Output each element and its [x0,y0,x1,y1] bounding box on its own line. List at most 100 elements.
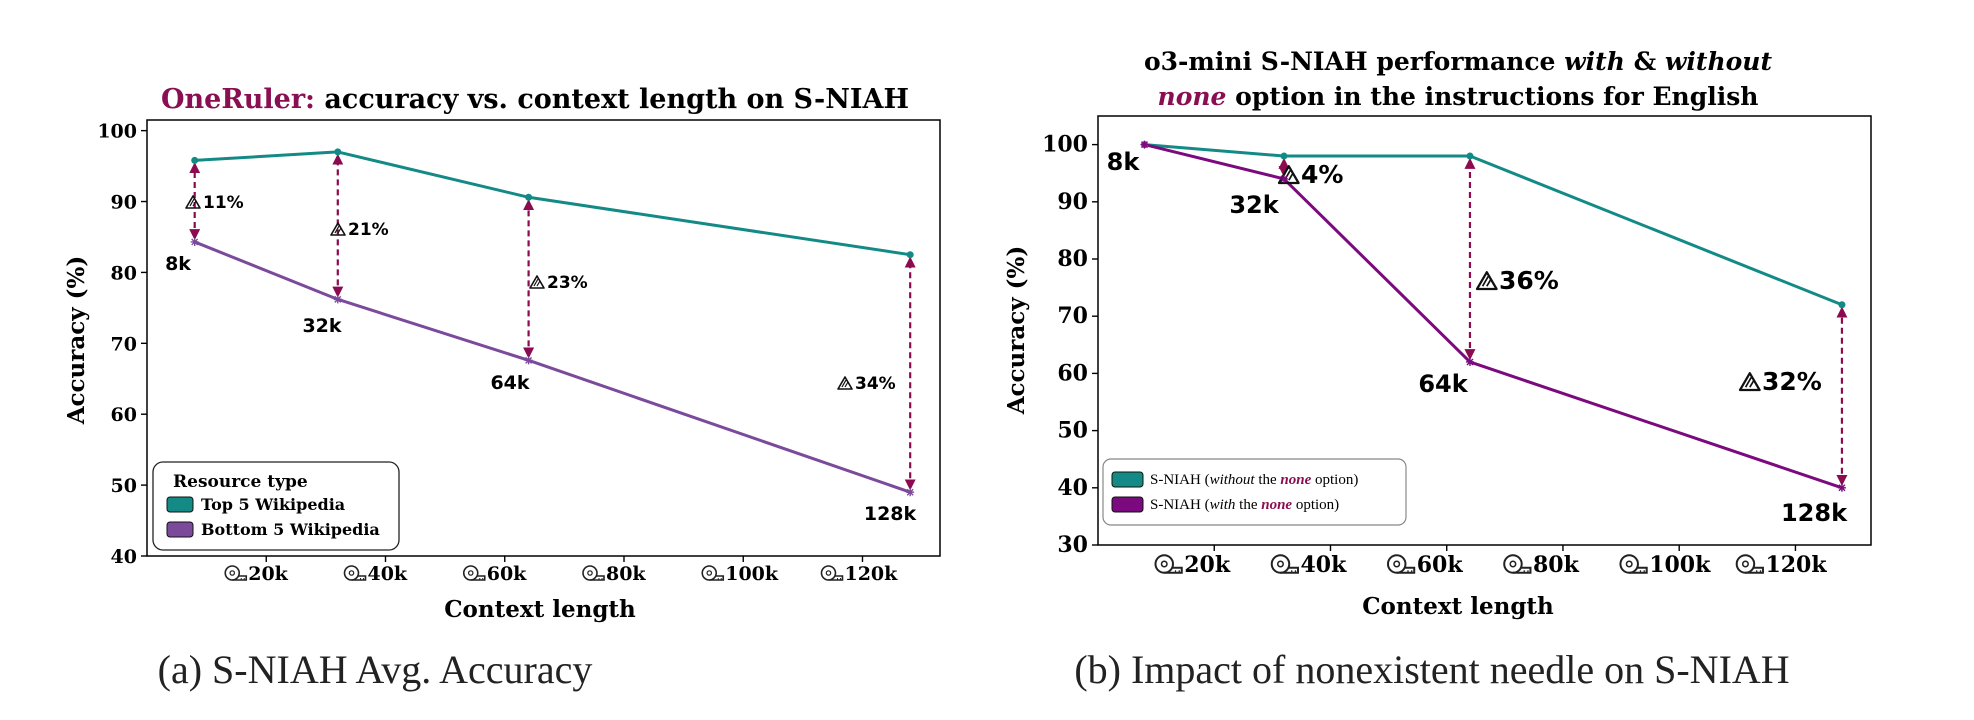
chart-b-tape-icon [1735,554,1764,574]
chart-b-title-line2: none option in the instructions for Engl… [1158,82,1759,111]
chart-b-series [1144,143,1843,490]
chart-b-title-line1-pre: o3-mini S-NIAH performance [1144,47,1564,76]
chart-a-legend-label-top5: Top 5 Wikipedia [201,495,345,514]
chart-a-x-tick-label: 80k [606,563,646,585]
chart-b-plot-frame [1097,115,1872,546]
chart-b-gap-arrows: 4% 36% 32% [1277,157,1848,486]
chart-a-warning-icon [529,275,545,289]
chart-a-point-label: 8k [165,253,191,275]
chart-a-y-axis-label: Accuracy (%) [63,256,90,426]
chart-a-point-bottom [333,295,342,304]
chart-b-y-tick-label: 90 [1057,189,1088,215]
chart-a-point-top [906,251,914,259]
chart-b-point-label: 64k [1418,370,1468,398]
chart-a-y-tick-label: 40 [111,546,137,568]
chart-b-y-tick-label: 40 [1057,475,1088,501]
chart-b-title-line2-rest: option in the instructions for English [1226,82,1758,111]
chart-a-y-tick-label: 70 [111,333,137,355]
chart-b-tape-icon [1386,554,1416,574]
chart-b-legend-swatch-without [1111,471,1144,488]
chart-a-legend-box [152,461,400,551]
chart-b-series-line-1 [1144,143,1843,490]
chart-a-tape-icon [462,565,486,581]
chart-b-x-tick-label: 100k [1649,552,1711,578]
chart-b-series-line-0 [1144,143,1843,307]
chart-b-legend-with-none: none [1261,497,1292,513]
chart-a-gap-arrows: 11% 21% 23% 34% [185,153,916,491]
chart-a-legend: Resource type Top 5 Wikipedia Bottom 5 W… [152,461,400,551]
chart-a-x-tick-label: 40k [367,563,407,585]
chart-a-point-bottom [906,488,915,497]
chart-b-x-tick-label: 40k [1300,552,1347,578]
chart-a-legend-swatch-bottom5 [166,521,194,538]
chart-a-y-ticks: 40 50 60 70 80 90 100 [97,121,147,568]
chart-b-warning-icon [1475,271,1498,291]
chart-a-warning-icon [185,195,201,209]
chart-a-y-tick-label: 60 [111,404,137,426]
chart-b-legend-without-none: none [1280,472,1311,488]
chart-a-x-tick-label: 60k [487,563,527,585]
chart-b-caption: (b) Impact of nonexistent needle on S-NI… [1074,647,1789,692]
chart-b-x-tick-label: 80k [1533,552,1580,578]
chart-a-point-bottom [190,237,199,246]
chart-b-point-bottom [1837,483,1846,492]
chart-a-legend-title: Resource type [173,472,308,492]
chart-b-title-line2-em: none [1158,82,1227,111]
chart-b-legend-without-em: without [1210,472,1256,488]
chart-b-tape-icon [1619,554,1648,574]
chart-a-plot-frame [146,119,941,557]
chart-b-point-bottom [1465,357,1474,366]
chart-a-point-bottom [524,356,533,365]
chart-a-point-top [334,148,342,156]
chart-b-warning-icon [1738,372,1761,392]
chart-a-x-tick-label: 20k [248,563,288,585]
chart-b-point-bottom [1279,174,1288,183]
chart-a-title-accent: OneRuler: [161,84,315,115]
chart-b-y-ticks: 30 40 50 60 70 80 90 100 [1042,132,1098,558]
chart-b-legend-with-post: option) [1292,497,1339,513]
chart-b-y-axis-label: Accuracy (%) [1003,246,1030,416]
chart-b-y-tick-label: 70 [1057,303,1088,329]
chart-a-y-tick-label: 80 [111,262,137,284]
chart-b-legend-without-mid: the [1255,472,1281,488]
chart-a-series-line-0 [194,150,911,257]
chart-b-legend: S-NIAH (without the none option) S-NIAH … [1102,458,1407,526]
chart-a-x-tick-label: 120k [844,563,898,585]
chart-a-point-top [191,156,199,164]
chart-a-title: OneRuler: accuracy vs. context length on… [161,84,909,115]
chart-a-gap-label: 34% [855,374,896,394]
chart-b-point-label: 8k [1107,148,1141,176]
chart-a-series [194,150,911,494]
chart-a-y-tick-label: 90 [111,192,137,214]
chart-b-x-tick-label: 20k [1184,552,1231,578]
chart-b-legend-label-without: S-NIAH (without the none option) [1150,472,1358,488]
chart-b-tape-icon [1503,554,1532,574]
chart-b-legend-with-em: with [1210,497,1236,513]
chart-b-title-line1-mid: & [1625,47,1665,76]
chart-a-caption: (a) S-NIAH Avg. Accuracy [158,647,593,692]
chart-a-series-line-1 [194,240,911,494]
chart-a-tape-icon [582,565,605,581]
chart-a-tape-icon [224,565,248,581]
chart-a-tape-icon [701,565,725,581]
chart-a-x-axis-label: Context length [444,596,636,623]
chart-a-point-label: 32k [302,315,341,337]
chart-b-legend-swatch-with [1111,496,1144,513]
chart-b-point-top [1466,152,1474,160]
chart-b-x-axis-label: Context length [1362,593,1554,620]
chart-b-title-line1-em2: without [1665,47,1773,76]
chart-b-point-top [1280,152,1288,160]
chart-b-y-tick-label: 80 [1057,246,1088,272]
chart-b-legend-with-pre: S-NIAH ( [1150,497,1210,513]
chart-a: OneRuler: accuracy vs. context length on… [63,84,941,692]
chart-b-point-label: 32k [1229,191,1279,219]
chart-b-point-label: 128k [1781,499,1848,527]
chart-b-legend-without-post: option) [1311,472,1358,488]
chart-b-x-ticks: 20k 40k 60k 80k 100k 120k [1154,545,1827,578]
chart-a-y-tick-label: 100 [97,121,137,143]
chart-a-point-top [525,193,533,201]
chart-b-tape-icon [1154,554,1183,574]
chart-a-point-labels: 8k 32k 64k 128k [165,253,916,525]
chart-b: o3-mini S-NIAH performance with & withou… [1003,47,1872,692]
